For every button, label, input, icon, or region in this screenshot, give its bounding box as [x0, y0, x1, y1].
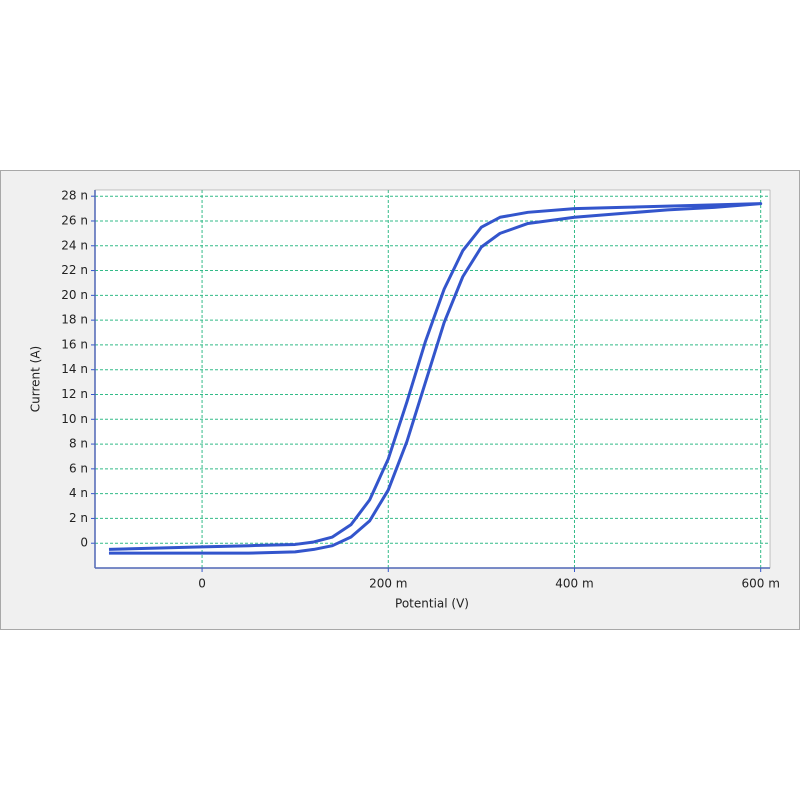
y-tick-label: 28 n	[61, 189, 88, 203]
y-tick-label: 12 n	[61, 387, 88, 401]
plot-area	[95, 190, 770, 568]
x-tick-label: 200 m	[369, 577, 407, 591]
y-tick-label: 0	[80, 536, 88, 550]
y-tick-label: 26 n	[61, 213, 88, 227]
y-axis-title: Current (A)	[29, 346, 43, 412]
y-tick-label: 2 n	[69, 511, 88, 525]
plot-border	[94, 189, 771, 569]
y-tick-label: 18 n	[61, 313, 88, 327]
x-tick-label: 400 m	[555, 577, 593, 591]
y-tick-label: 22 n	[61, 263, 88, 277]
y-tick-label: 10 n	[61, 412, 88, 426]
x-axis-title: Potential (V)	[395, 597, 469, 611]
y-tick-label: 8 n	[69, 437, 88, 451]
y-tick-label: 6 n	[69, 461, 88, 475]
y-tick-label: 4 n	[69, 486, 88, 500]
y-tick-label: 14 n	[61, 362, 88, 376]
x-tick-label: 600 m	[741, 577, 779, 591]
y-tick-label: 24 n	[61, 238, 88, 252]
y-tick-label: 20 n	[61, 288, 88, 302]
data-line	[108, 202, 763, 555]
y-tick-label: 16 n	[61, 337, 88, 351]
x-tick-label: 0	[198, 577, 206, 591]
